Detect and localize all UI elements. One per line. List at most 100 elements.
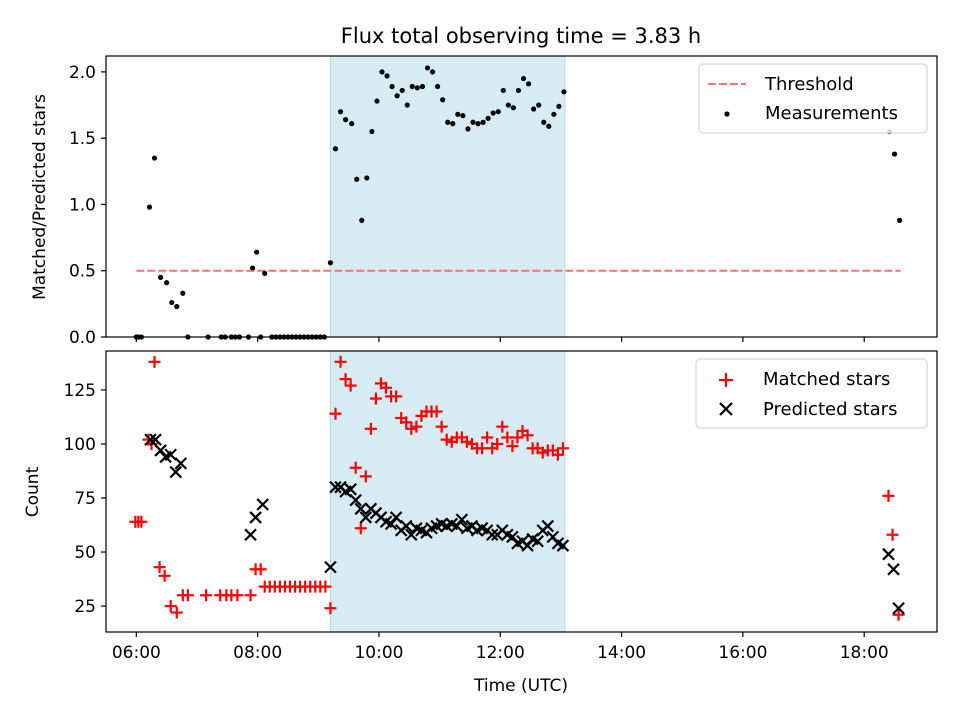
matched-legend-label: Matched stars [763,369,890,390]
measurement-point [384,73,390,79]
predicted-legend-label: Predicted stars [763,399,897,420]
top-y-tick-label: 2.0 [69,63,96,83]
measurement-point [414,85,420,91]
matched-star-point [556,442,569,455]
measurement-point [556,103,562,109]
matched-star-point [501,431,514,444]
matched-star-point [491,437,504,450]
predicted-star-point [531,534,544,548]
measurement-point [551,111,557,117]
top-y-tick-label: 0.5 [69,262,96,282]
measurement-point [536,102,542,108]
matched-star-point [359,470,372,483]
matched-star-point [882,489,895,502]
matched-star-point [892,608,905,621]
bottom-x-tick-label: 18:00 [840,643,889,663]
matched-star-point [200,589,213,602]
matched-star-point [319,580,332,593]
matched-star-point [153,561,166,574]
measurement-point [424,65,431,71]
bottom-y-tick-label: 50 [74,543,96,563]
bottom-x-tick-label: 14:00 [597,643,646,663]
measurement-point [465,126,471,132]
matched-star-point [400,416,413,429]
measurement-point [445,119,451,125]
measurement-point [369,128,375,135]
top-y-axis-label: Matched/Predicted stars [30,94,50,300]
top-legend: Threshold Measurements [698,63,928,134]
predicted-star-point [244,528,257,542]
predicted-star-point [354,502,368,516]
matched-star-point [148,355,161,368]
measurement-point [520,75,527,82]
measurement-point [891,151,898,157]
measurement-point [337,109,344,115]
matched-star-point [435,420,448,433]
top-observing-window-shade [329,55,566,338]
matched-star-point [506,440,519,453]
matched-star-point [886,528,899,541]
measurement-point [515,87,522,94]
measurement-point [394,93,400,99]
measurement-point [249,265,256,271]
measurement-point [475,120,481,127]
measurement-point [500,87,506,94]
measurement-point [546,123,552,129]
measurement-point [490,110,496,116]
matched-star-point [390,390,403,403]
bottom-x-tick-label: 16:00 [718,643,767,663]
matched-star-point [551,448,564,461]
measurement-point [531,106,537,112]
measurement-point [151,155,158,161]
measurement-point [349,120,355,127]
bottom-y-tick-label: 125 [64,381,96,401]
matched-star-point [244,589,257,602]
measurement-point [342,117,349,123]
top-y-tick-label: 0.0 [69,328,96,348]
measurements-legend-label: Measurements [765,103,898,124]
measurement-point [399,87,405,94]
measurement-point [174,303,180,310]
measurement-point [389,83,395,90]
matched-star-point [410,420,423,433]
matched-star-point [334,355,347,368]
top-legend-box [698,63,928,134]
predicted-star-point [389,511,403,524]
matched-star-point [158,569,171,582]
measurement-point [404,102,410,108]
predicted-star-point [164,448,177,462]
bottom-y-axis-ticks: 25 50 75 100 125 [64,381,106,617]
matched-star-point [481,431,494,444]
matched-star-point [181,589,194,602]
bottom-legend-box [695,358,928,429]
measurement-point [505,102,511,108]
top-y-tick-label: 1.5 [69,129,96,149]
measurement-point [561,89,567,95]
top-panel: Flux total observing time = 3.83 h 0.00.… [30,24,938,348]
matched-star-point [354,522,367,535]
measurement-point [327,260,334,266]
measurement-point [374,98,380,104]
matched-star-point [511,431,524,444]
matched-star-point [344,379,357,392]
measurement-point [440,97,446,103]
bottom-observing-window-shade [329,350,566,633]
measurement-point [254,249,260,255]
matched-star-point [339,373,352,386]
predicted-star-point [359,511,373,524]
measurement-point [169,299,175,306]
measurement-point [359,217,365,223]
bottom-x-tick-label: 06:00 [112,643,161,663]
predicted-star-point [249,511,262,524]
matched-star-point [476,442,489,455]
bottom-x-tick-label: 08:00 [233,643,282,663]
matched-star-point [135,515,148,528]
predicted-star-point [329,480,342,494]
measurement-point [896,217,903,223]
matched-star-point [364,422,377,435]
top-panel-frame [105,55,938,338]
measurement-point [409,83,415,90]
top-y-axis-ticks: 0.0 0.5 1.0 1.5 2.0 [69,63,106,348]
predicted-star-point [149,433,162,446]
matched-stars-points [129,355,905,621]
